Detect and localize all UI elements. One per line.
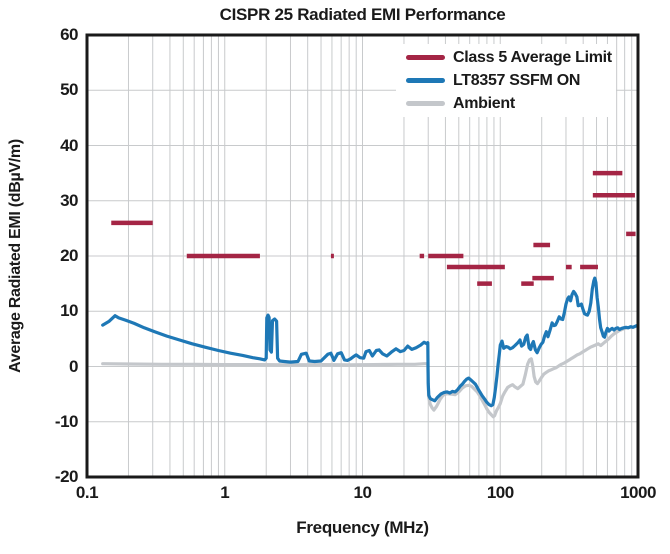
y-tick-label: 10	[60, 301, 78, 321]
x-tick-label: 100	[486, 483, 514, 502]
plot-frame	[85, 33, 640, 479]
ssfm-curve	[101, 276, 639, 408]
ssfm-line-swatch	[406, 78, 445, 83]
x-axis-label: Frequency (MHz)	[296, 518, 429, 537]
legend: Class 5 Average Limit LT8357 SSFM ON Amb…	[396, 44, 616, 117]
y-tick-label: -20	[54, 467, 79, 486]
ambient-line-swatch	[406, 101, 445, 106]
y-tick-label: 20	[60, 246, 78, 265]
x-tick-label: 0.1	[75, 483, 99, 502]
y-tick-label: -10	[54, 411, 79, 431]
legend-label: Class 5 Average Limit	[453, 48, 612, 66]
y-axis-label: Average Radiated EMI (dBµV/m)	[7, 139, 24, 373]
y-tick-label: 30	[60, 190, 78, 210]
limit-line-swatch	[406, 55, 445, 60]
x-tick-label: 1	[220, 483, 230, 502]
legend-label: Ambient	[453, 94, 515, 112]
ambient-curve	[101, 324, 639, 419]
y-tick-label: 40	[60, 135, 78, 155]
x-tick-label: 1000	[620, 483, 656, 502]
legend-label: LT8357 SSFM ON	[453, 71, 581, 89]
y-tick-label: 60	[60, 25, 78, 44]
chart-title: CISPR 25 Radiated EMI Performance	[219, 5, 506, 24]
y-tick-label: 0	[69, 356, 78, 376]
legend-item-ssfm-on: LT8357 SSFM ON	[406, 69, 612, 92]
legend-item-class5-limit: Class 5 Average Limit	[406, 46, 612, 69]
legend-item-ambient: Ambient	[406, 92, 612, 115]
x-tick-label: 10	[353, 483, 372, 502]
y-tick-label: 50	[60, 80, 78, 100]
